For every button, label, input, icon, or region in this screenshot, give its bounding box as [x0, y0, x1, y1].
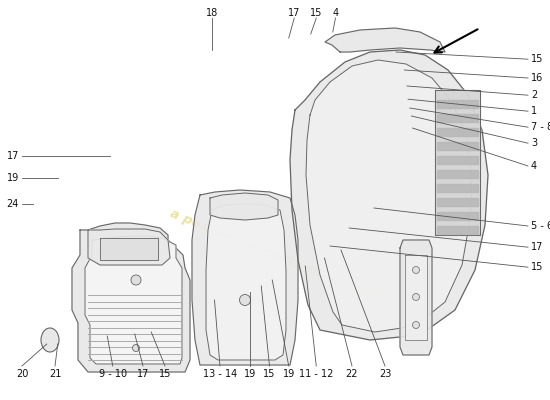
Polygon shape [85, 236, 182, 364]
Polygon shape [437, 226, 478, 234]
Polygon shape [437, 170, 478, 178]
Polygon shape [88, 229, 170, 265]
Text: 17: 17 [7, 151, 19, 161]
Text: 18: 18 [206, 8, 218, 18]
Polygon shape [325, 28, 445, 52]
Circle shape [133, 344, 140, 352]
Text: 15: 15 [159, 369, 171, 379]
Text: 15: 15 [310, 8, 322, 18]
Text: 15: 15 [531, 262, 543, 272]
Polygon shape [435, 90, 480, 235]
Polygon shape [306, 60, 472, 332]
Text: 17: 17 [137, 369, 149, 379]
Text: 20: 20 [16, 369, 28, 379]
Polygon shape [400, 240, 432, 355]
Polygon shape [405, 255, 427, 340]
Polygon shape [290, 50, 488, 340]
Text: 2: 2 [531, 90, 537, 100]
Circle shape [412, 266, 420, 274]
Text: 3: 3 [531, 138, 537, 148]
Text: a passion for parts since 1985: a passion for parts since 1985 [168, 207, 382, 303]
Polygon shape [437, 184, 478, 192]
Polygon shape [100, 238, 158, 260]
Polygon shape [437, 212, 478, 220]
Polygon shape [437, 100, 478, 108]
Polygon shape [437, 156, 478, 164]
Circle shape [131, 275, 141, 285]
Text: 9 - 10: 9 - 10 [98, 369, 127, 379]
Polygon shape [210, 193, 278, 220]
Circle shape [412, 322, 420, 328]
Circle shape [239, 294, 250, 306]
Polygon shape [206, 204, 286, 360]
Text: 24: 24 [7, 199, 19, 209]
Text: 15: 15 [263, 369, 276, 379]
Text: 13 - 14: 13 - 14 [203, 369, 237, 379]
Text: 4: 4 [332, 8, 339, 18]
Polygon shape [437, 198, 478, 206]
Text: 16: 16 [531, 73, 543, 83]
Text: 19: 19 [244, 369, 256, 379]
Polygon shape [437, 114, 478, 122]
Text: 5 - 6: 5 - 6 [531, 221, 550, 231]
Polygon shape [192, 190, 298, 365]
Circle shape [412, 294, 420, 300]
Text: 4: 4 [531, 161, 537, 171]
Text: 11 - 12: 11 - 12 [299, 369, 333, 379]
Polygon shape [437, 128, 478, 136]
Text: 17: 17 [531, 242, 543, 252]
Ellipse shape [41, 328, 59, 352]
Text: 17: 17 [288, 8, 300, 18]
Polygon shape [437, 142, 478, 150]
Polygon shape [72, 223, 190, 372]
Text: 19: 19 [283, 369, 295, 379]
Text: 22: 22 [346, 369, 358, 379]
Text: 19: 19 [7, 173, 19, 183]
Text: 21: 21 [49, 369, 61, 379]
Text: 23: 23 [379, 369, 391, 379]
Text: 7 - 8: 7 - 8 [531, 122, 550, 132]
Text: 1: 1 [531, 106, 537, 116]
Text: 15: 15 [531, 54, 543, 64]
